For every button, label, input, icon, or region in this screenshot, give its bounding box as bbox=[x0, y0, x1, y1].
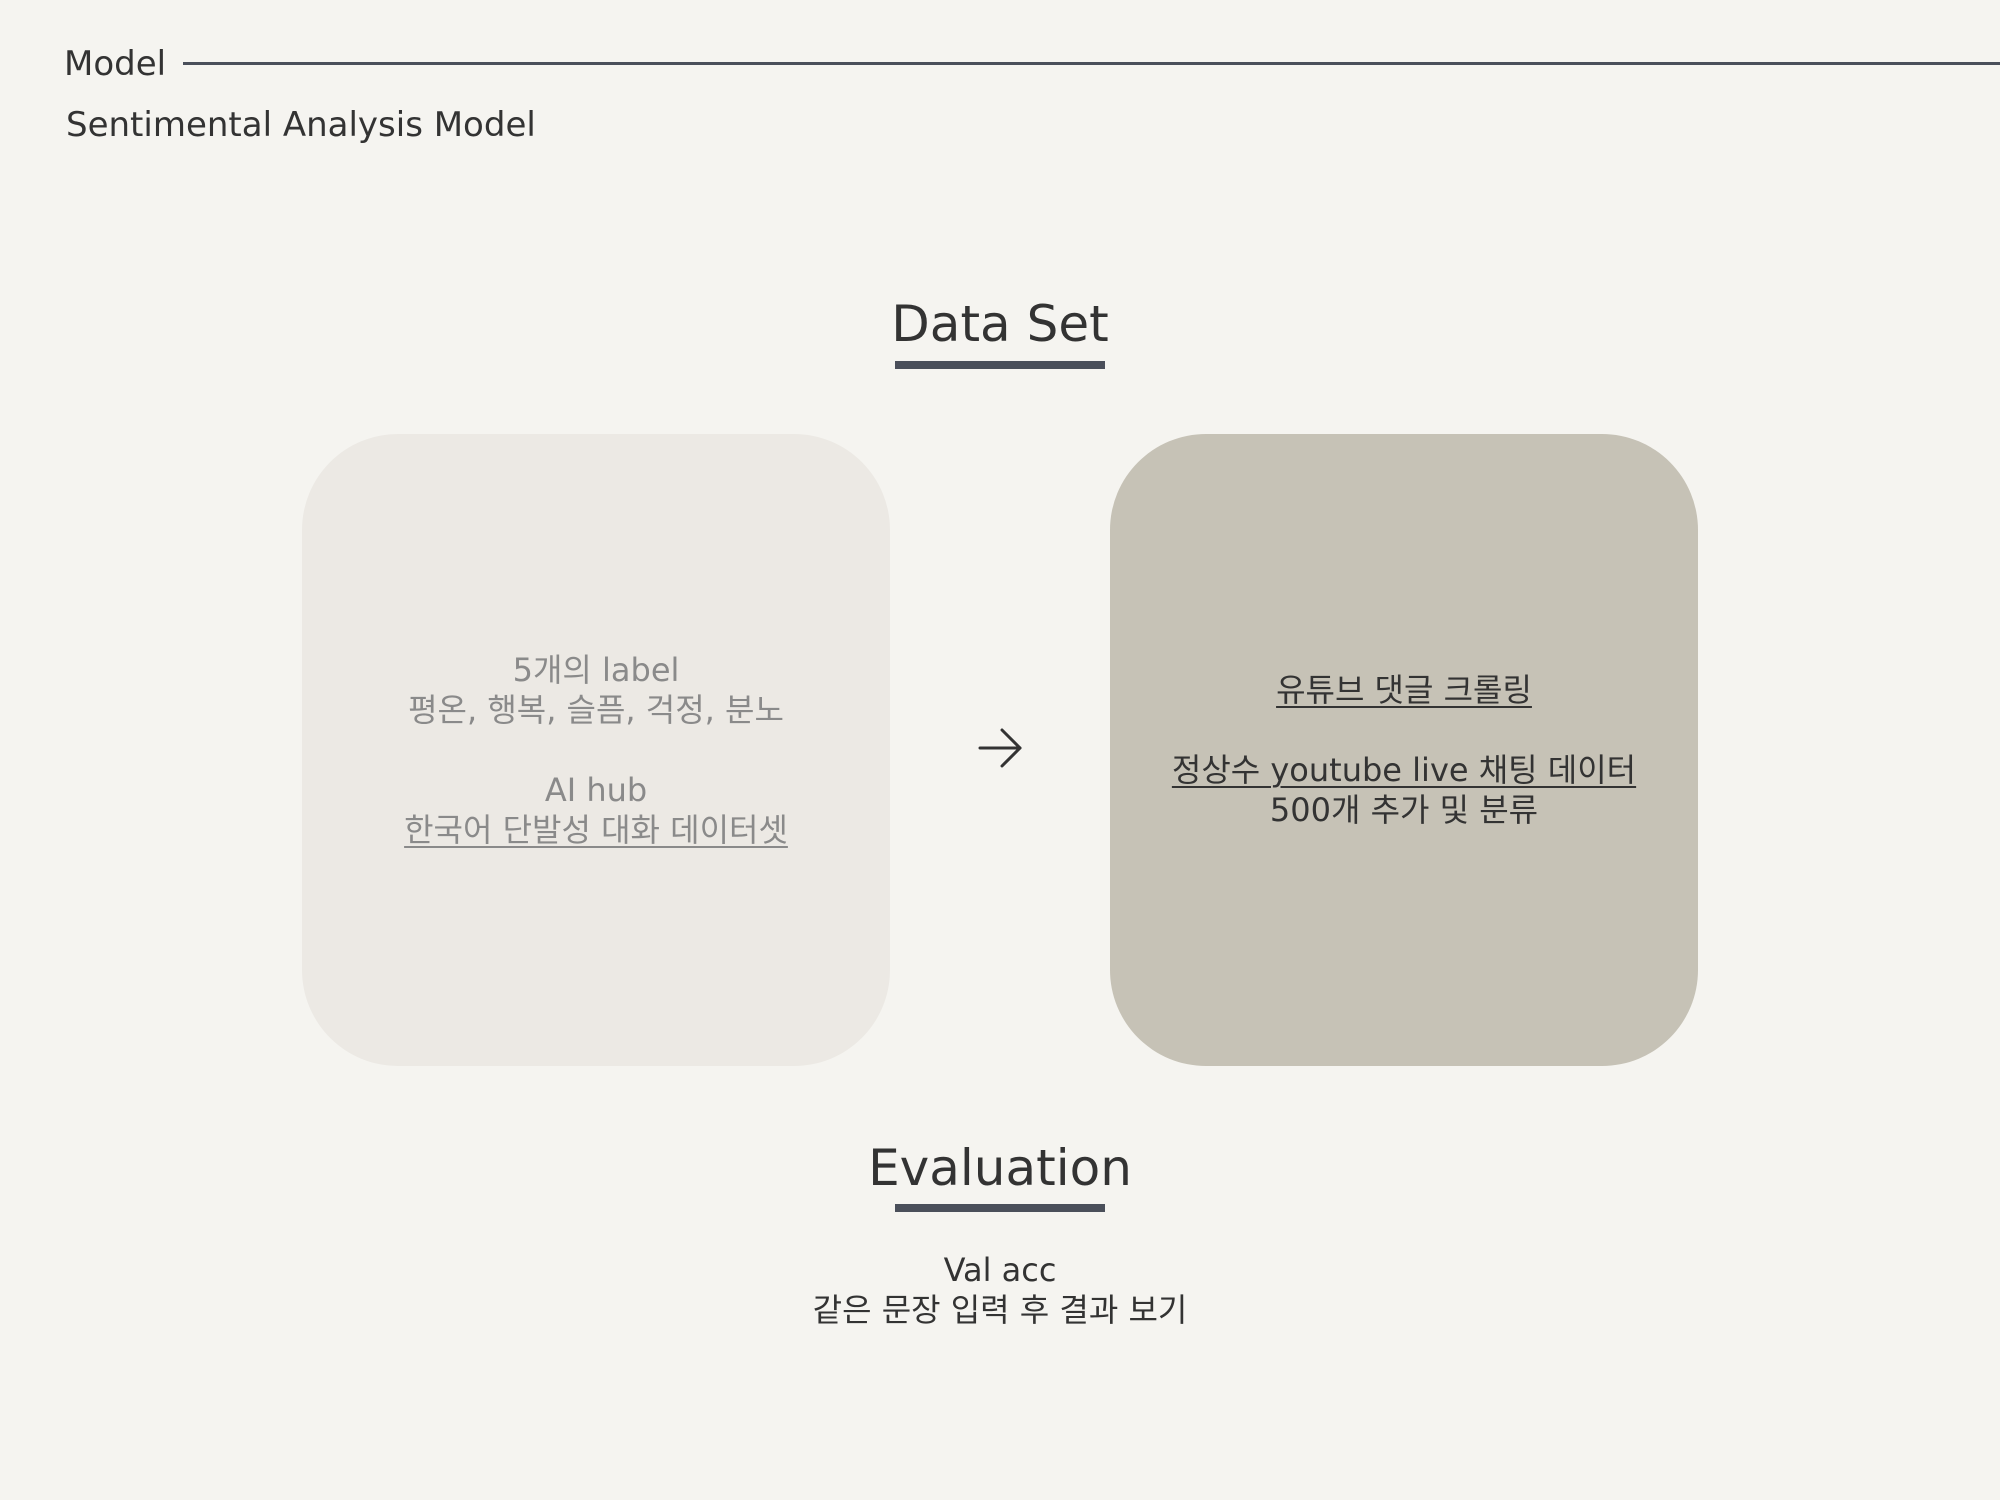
page-subtitle: Sentimental Analysis Model bbox=[66, 105, 536, 145]
dataset-name-link[interactable]: 한국어 단발성 대화 데이터셋 bbox=[404, 811, 788, 849]
arrow-right-icon bbox=[978, 728, 1022, 768]
added-dataset-card: 유튜브 댓글 크롤링 정상수 youtube live 채팅 데이터 500개 … bbox=[1110, 434, 1698, 1066]
label-count-text: 5개의 label bbox=[512, 651, 680, 689]
dataset-heading: Data Set bbox=[891, 295, 1109, 353]
evaluation-heading-underline bbox=[895, 1204, 1105, 1212]
chat-data-link[interactable]: 정상수 youtube live 채팅 데이터 bbox=[1171, 751, 1637, 789]
evaluation-method-text: 같은 문장 입력 후 결과 보기 bbox=[812, 1291, 1188, 1329]
dataset-heading-underline bbox=[895, 361, 1105, 369]
evaluation-heading: Evaluation bbox=[868, 1139, 1132, 1197]
crawling-link[interactable]: 유튜브 댓글 크롤링 bbox=[1276, 671, 1532, 709]
added-count-text: 500개 추가 및 분류 bbox=[1269, 791, 1539, 829]
source-dataset-card: 5개의 label 평온, 행복, 슬픔, 걱정, 분노 AI hub 한국어 … bbox=[302, 434, 890, 1066]
dataset-source-text: AI hub bbox=[544, 771, 648, 809]
evaluation-metric-text: Val acc bbox=[943, 1251, 1057, 1289]
header-divider bbox=[183, 62, 2000, 65]
page-section-label: Model bbox=[64, 44, 167, 84]
evaluation-description: Val acc 같은 문장 입력 후 결과 보기 bbox=[0, 1250, 2000, 1330]
label-list-text: 평온, 행복, 슬픔, 걱정, 분노 bbox=[408, 691, 784, 729]
